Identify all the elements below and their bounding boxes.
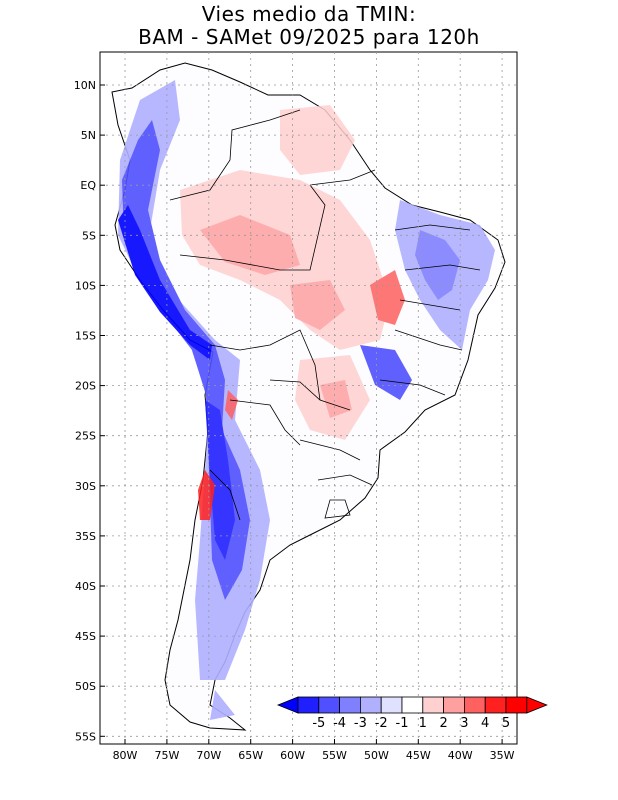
colorbar-label: 4 xyxy=(481,716,489,731)
colorbar-label: -4 xyxy=(333,716,346,731)
colorbar-swatch xyxy=(359,696,382,714)
lat-tick-label: 10N xyxy=(74,79,96,92)
map-title-line2: BAM - SAMet 09/2025 para 120h xyxy=(138,25,480,49)
lat-tick-label: 5N xyxy=(81,129,96,142)
country-borders xyxy=(169,109,481,521)
colorbar-swatch xyxy=(401,696,424,714)
lat-tick-label: EQ xyxy=(80,179,96,192)
lat-tick-label: 15S xyxy=(75,330,96,343)
lon-tick-label: 40W xyxy=(448,749,473,762)
colorbar-swatch xyxy=(422,696,444,714)
lon-tick-label: 65W xyxy=(238,749,263,762)
colorbar-high-arrow xyxy=(526,696,548,714)
colorbar-label: 1 xyxy=(419,716,427,731)
lat-tick-label: 40S xyxy=(75,580,96,593)
colorbar-swatch xyxy=(339,696,361,714)
lat-tick-label: 20S xyxy=(75,380,96,393)
colorbar-label: 5 xyxy=(502,716,510,731)
lat-tick-label: 45S xyxy=(75,630,96,643)
colorbar xyxy=(276,696,548,714)
colorbar-swatch xyxy=(318,696,340,714)
colorbar-swatch xyxy=(297,696,320,714)
lat-tick-label: 55S xyxy=(75,730,96,743)
colorbar-swatch xyxy=(505,696,528,714)
colorbar-label: 3 xyxy=(460,716,468,731)
lat-tick-label: 5S xyxy=(82,229,96,242)
colorbar-swatch xyxy=(380,696,403,714)
colorbar-label: -1 xyxy=(396,716,409,731)
lat-tick-label: 50S xyxy=(75,680,96,693)
colorbar-labels: -5 -4 -3 -2 -1 1 2 3 4 5 xyxy=(312,716,510,731)
lon-tick-label: 70W xyxy=(196,749,221,762)
latitude-tick-labels: 10N 5N EQ 5S 10S 15S 20S 25S 30S 35S 40S 45S 50S 55S xyxy=(74,79,105,743)
lon-tick-label: 75W xyxy=(154,749,179,762)
colorbar-swatch xyxy=(463,696,486,714)
lon-tick-label: 45W xyxy=(406,749,431,762)
lat-tick-label: 25S xyxy=(75,430,96,443)
cold-bias-areas xyxy=(118,80,495,720)
lat-lon-grid xyxy=(100,52,517,744)
colorbar-swatch xyxy=(443,696,465,714)
lat-tick-label: 30S xyxy=(75,480,96,493)
lon-tick-label: 80W xyxy=(113,749,138,762)
lon-tick-label: 50W xyxy=(364,749,389,762)
longitude-tick-labels: 80W 75W 70W 65W 60W 55W 50W 45W 40W 35W xyxy=(113,739,515,762)
lon-tick-label: 60W xyxy=(280,749,305,762)
colorbar-label: 2 xyxy=(439,716,447,731)
map-title-line1: Vies medio da TMIN: xyxy=(201,2,417,26)
colorbar-label: -5 xyxy=(312,716,325,731)
lon-tick-label: 35W xyxy=(490,749,515,762)
lon-tick-label: 55W xyxy=(322,749,347,762)
colorbar-label: -2 xyxy=(375,716,388,731)
warm-bias-areas xyxy=(180,105,405,520)
colorbar-label: -3 xyxy=(354,716,367,731)
lat-tick-label: 35S xyxy=(75,530,96,543)
colorbar-swatch xyxy=(484,696,507,714)
lat-tick-label: 10S xyxy=(75,279,96,292)
